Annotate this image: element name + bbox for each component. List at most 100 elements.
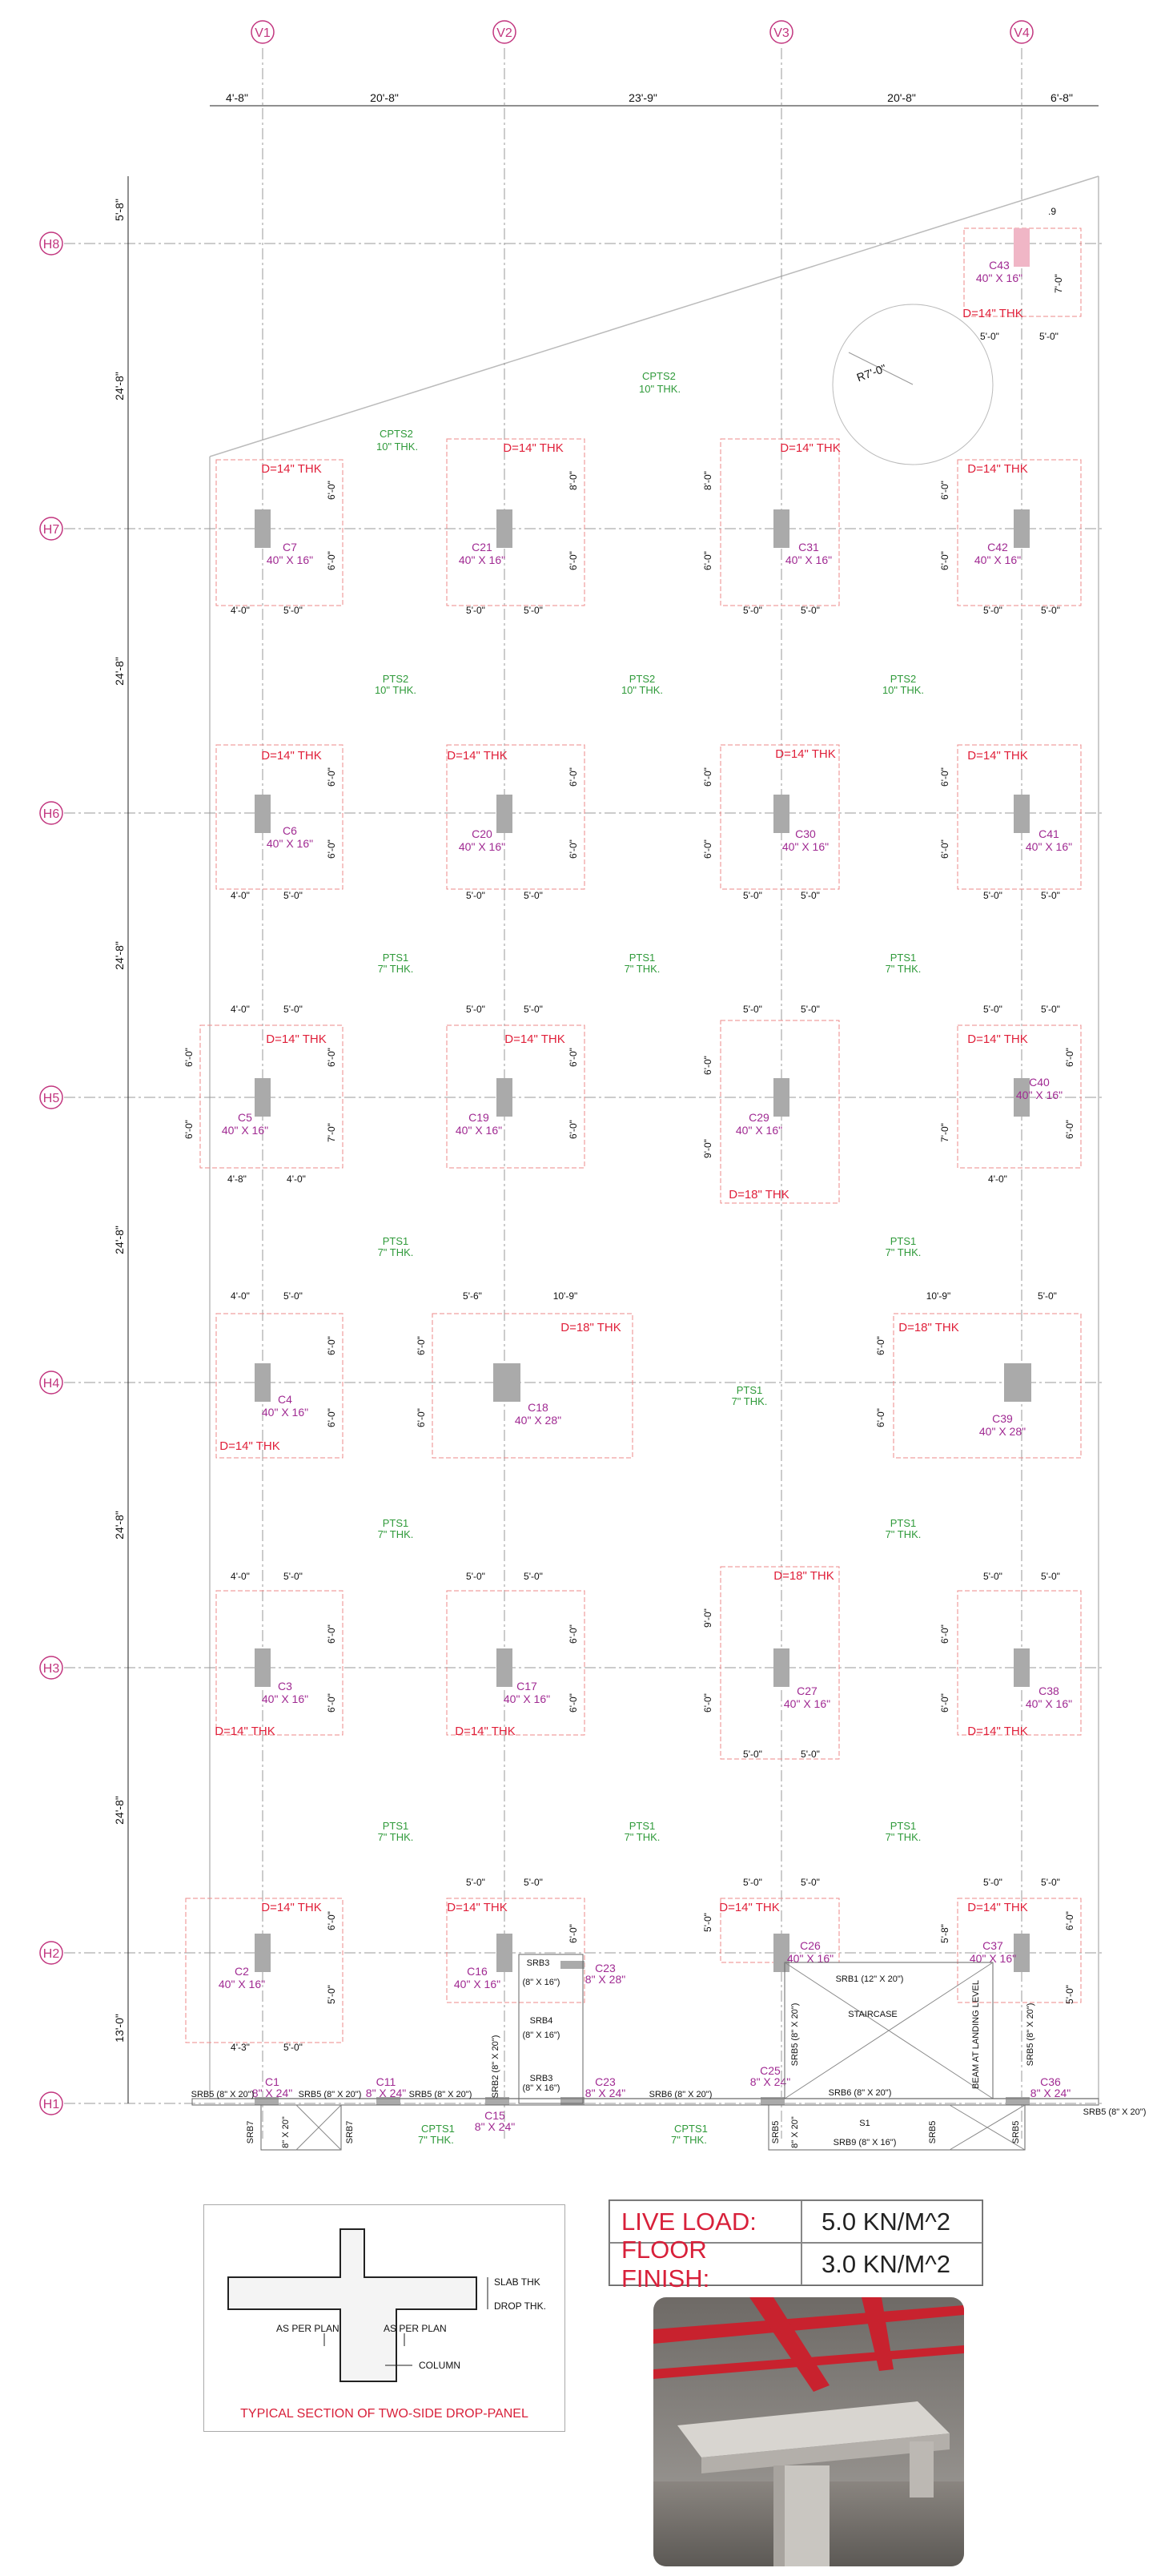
top-dimension-string: 4'-8" 20'-8" 23'-9" 20'-8" 6'-8" — [210, 91, 1099, 107]
svg-text:(8" X 16"): (8" X 16") — [523, 1978, 560, 1987]
column-label: C4 — [278, 1393, 292, 1406]
slab-label: 7" THK. — [886, 1831, 922, 1843]
slab-thk-label: SLAB THK — [494, 2276, 540, 2288]
grid-bubble-h5: H5 — [39, 1085, 63, 1109]
svg-text:24'-8": 24'-8" — [113, 657, 126, 686]
column-label: C5 — [238, 1111, 252, 1124]
svg-text:5'-8": 5'-8" — [939, 1924, 950, 1943]
svg-text:6'-0": 6'-0" — [1064, 1048, 1075, 1067]
svg-text:R7'-0": R7'-0" — [855, 361, 888, 384]
svg-text:6'-0": 6'-0" — [702, 767, 713, 787]
svg-text:4'-3": 4'-3" — [231, 2042, 250, 2053]
svg-text:6'-0": 6'-0" — [702, 839, 713, 859]
slab-label: 10" THK. — [639, 383, 681, 395]
live-load-label: LIVE LOAD: — [609, 2200, 801, 2243]
svg-text:6'-0": 6'-0" — [568, 1120, 579, 1139]
svg-text:6'-0": 6'-0" — [326, 767, 337, 787]
column-size: 40" X 16" — [976, 272, 1022, 284]
drop-label: D=14" THK — [266, 1032, 327, 1046]
svg-text:5'-0": 5'-0" — [743, 605, 762, 616]
svg-text:(8" X 16"): (8" X 16") — [523, 2031, 560, 2040]
column-size: 8" X 28" — [585, 1973, 625, 1986]
slab-label: PTS1 — [890, 1820, 917, 1832]
drop-label: D=18" THK — [560, 1321, 621, 1334]
svg-text:6'-0": 6'-0" — [326, 839, 337, 859]
drop-label: D=14" THK — [967, 749, 1028, 763]
svg-text:4'-0": 4'-0" — [231, 605, 250, 616]
svg-text:5'-0": 5'-0" — [466, 1004, 485, 1015]
column-size: 40" X 16" — [1026, 1697, 1072, 1710]
column-size: 40" X 16" — [504, 1693, 550, 1705]
svg-text:20'-8": 20'-8" — [370, 91, 399, 104]
svg-text:SRB6 (8" X 20"): SRB6 (8" X 20") — [829, 2088, 892, 2098]
svg-text:5'-6": 5'-6" — [463, 1290, 482, 1302]
svg-text:6'-0": 6'-0" — [326, 1048, 337, 1067]
slab-label: PTS1 — [383, 952, 409, 964]
slab-label: 7" THK. — [418, 2134, 454, 2146]
svg-text:5'-0": 5'-0" — [801, 890, 820, 901]
svg-text:6'-0": 6'-0" — [939, 481, 950, 500]
svg-text:5'-0": 5'-0" — [283, 1290, 303, 1302]
column-label: C37 — [982, 1939, 1003, 1952]
slab-label: 7" THK. — [378, 1528, 414, 1540]
left-dimension-string: 5'-8" 24'-8" 24'-8" 24'-8" 24'-8" 24'-8"… — [113, 176, 129, 2103]
drop-label: D=14" THK — [719, 1901, 780, 1914]
slab-label: CPTS2 — [642, 370, 676, 382]
svg-text:V1: V1 — [255, 26, 271, 40]
column-label: C30 — [795, 827, 816, 840]
svg-text:8" X 20": 8" X 20" — [790, 2116, 800, 2148]
svg-text:6'-0": 6'-0" — [1064, 1911, 1075, 1930]
svg-text:SRB2 (8" X 20"): SRB2 (8" X 20") — [491, 2035, 500, 2099]
column-label: C6 — [283, 824, 297, 837]
svg-text:6'-0": 6'-0" — [875, 1336, 886, 1355]
drop-label: D=14" THK — [962, 307, 1023, 320]
column-size: 8" X 24" — [475, 2120, 515, 2133]
svg-text:5'-0": 5'-0" — [524, 1877, 543, 1888]
svg-text:STAIRCASE: STAIRCASE — [848, 2010, 898, 2019]
svg-text:6'-0": 6'-0" — [568, 1693, 579, 1713]
svg-text:6'-0": 6'-0" — [702, 551, 713, 570]
svg-text:8'-0": 8'-0" — [702, 471, 713, 490]
svg-text:20'-8": 20'-8" — [887, 91, 916, 104]
svg-text:(8" X 16"): (8" X 16") — [523, 2083, 560, 2093]
drop-label: D=14" THK — [447, 1901, 508, 1914]
svg-text:6'-8": 6'-8" — [1051, 91, 1073, 104]
column-size: 40" X 16" — [782, 840, 829, 853]
svg-text:6'-0": 6'-0" — [939, 767, 950, 787]
svg-text:5'-0": 5'-0" — [1041, 1571, 1060, 1582]
grid-bubble-h4: H4 — [39, 1371, 63, 1395]
svg-text:SRB7: SRB7 — [345, 2121, 355, 2144]
svg-text:SRB5: SRB5 — [771, 2121, 781, 2144]
drop-label: D=14" THK — [967, 1032, 1028, 1046]
drop-thk-label: DROP THK. — [494, 2300, 546, 2312]
svg-text:5'-0": 5'-0" — [801, 1004, 820, 1015]
svg-text:SRB6 (8" X 20"): SRB6 (8" X 20") — [649, 2090, 713, 2099]
svg-text:SRB5 (8" X 20"): SRB5 (8" X 20") — [299, 2090, 362, 2099]
svg-text:SRB5: SRB5 — [1011, 2121, 1021, 2144]
slab-label: CPTS1 — [421, 2123, 455, 2135]
column-label: C7 — [283, 541, 297, 553]
section-title: TYPICAL SECTION OF TWO-SIDE DROP-PANEL — [240, 2407, 528, 2421]
svg-text:24'-8": 24'-8" — [113, 941, 126, 970]
column-label: C3 — [278, 1680, 292, 1693]
column-size: 40" X 16" — [222, 1124, 268, 1137]
column-shapes — [255, 228, 1031, 2105]
slab-label: 7" THK. — [886, 1528, 922, 1540]
column-label: C2 — [235, 1965, 249, 1978]
svg-text:6'-0": 6'-0" — [939, 839, 950, 859]
svg-text:6'-0": 6'-0" — [939, 551, 950, 570]
column-size: 40" X 16" — [736, 1124, 782, 1137]
column-label: C23 — [595, 2075, 616, 2088]
svg-text:5'-0": 5'-0" — [283, 605, 303, 616]
grid-bubble-h2: H2 — [39, 1941, 63, 1965]
svg-text:6'-0": 6'-0" — [568, 1624, 579, 1644]
column-size: 8" X 24" — [1030, 2087, 1071, 2099]
svg-text:5'-8": 5'-8" — [113, 199, 126, 221]
slab-label: CPTS2 — [380, 428, 413, 440]
svg-text:6'-0": 6'-0" — [568, 839, 579, 859]
svg-text:5'-0": 5'-0" — [524, 1004, 543, 1015]
svg-text:5'-0": 5'-0" — [983, 1004, 1002, 1015]
svg-text:4'-0": 4'-0" — [231, 1004, 250, 1015]
svg-text:6'-0": 6'-0" — [326, 1693, 337, 1713]
